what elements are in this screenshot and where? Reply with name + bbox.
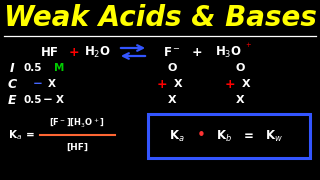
Text: −: −: [43, 93, 53, 107]
Text: X: X: [168, 95, 176, 105]
Text: =: =: [244, 129, 254, 143]
Text: K$_w$: K$_w$: [265, 129, 283, 144]
Text: X: X: [242, 79, 250, 89]
Text: O: O: [167, 63, 177, 73]
Text: =: =: [26, 130, 34, 140]
Text: $^+$: $^+$: [244, 42, 252, 52]
Text: +: +: [69, 46, 79, 58]
Text: 0.5: 0.5: [23, 63, 42, 73]
Text: 0.5: 0.5: [24, 95, 42, 105]
Text: C: C: [7, 78, 17, 91]
Text: H$_3$O: H$_3$O: [214, 44, 242, 60]
Text: •: •: [196, 129, 205, 143]
Text: I: I: [10, 62, 14, 75]
Text: E: E: [8, 93, 16, 107]
Text: X: X: [48, 79, 56, 89]
Text: −: −: [33, 78, 43, 91]
Text: Weak Acids & Bases: Weak Acids & Bases: [4, 4, 316, 32]
Text: F$^-$: F$^-$: [163, 46, 181, 58]
Text: M: M: [54, 63, 64, 73]
Bar: [148, 114, 310, 158]
Text: HF: HF: [41, 46, 59, 58]
Text: X: X: [56, 95, 64, 105]
Text: K$_a$: K$_a$: [169, 129, 185, 144]
Text: +: +: [225, 78, 235, 91]
Text: X: X: [236, 95, 244, 105]
Text: H$_2$O: H$_2$O: [84, 44, 110, 60]
Text: K$_a$: K$_a$: [8, 128, 22, 142]
Text: +: +: [192, 46, 202, 58]
Text: O: O: [235, 63, 245, 73]
Text: X: X: [174, 79, 182, 89]
Text: K$_b$: K$_b$: [216, 129, 232, 144]
Text: [HF]: [HF]: [66, 143, 88, 152]
Text: [F$^-$][H$_3$O$^+$]: [F$^-$][H$_3$O$^+$]: [49, 117, 105, 129]
Text: +: +: [157, 78, 167, 91]
